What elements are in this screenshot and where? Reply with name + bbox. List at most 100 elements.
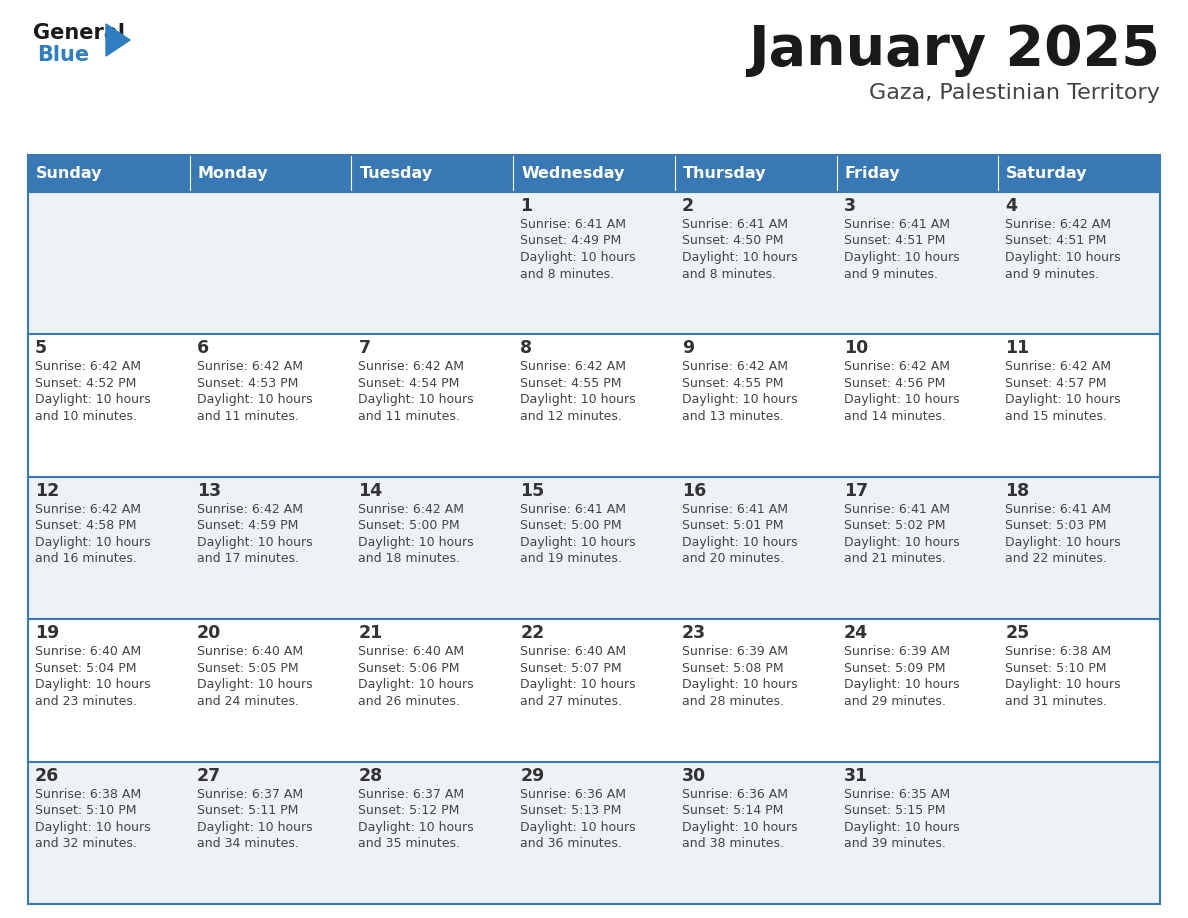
Text: 24: 24 [843, 624, 867, 643]
Text: Sunrise: 6:41 AM: Sunrise: 6:41 AM [1005, 503, 1111, 516]
Bar [29, 334, 1159, 476]
Text: Blue: Blue [37, 45, 89, 65]
Text: and 36 minutes.: and 36 minutes. [520, 837, 623, 850]
Text: Sunset: 5:06 PM: Sunset: 5:06 PM [359, 662, 460, 675]
Text: Sunrise: 6:42 AM: Sunrise: 6:42 AM [197, 503, 303, 516]
Text: 4: 4 [1005, 197, 1017, 215]
Text: Tuesday: Tuesday [360, 166, 432, 181]
Text: 3: 3 [843, 197, 855, 215]
Text: Sunset: 5:05 PM: Sunset: 5:05 PM [197, 662, 298, 675]
Text: Sunset: 5:10 PM: Sunset: 5:10 PM [34, 804, 137, 817]
Text: Sunrise: 6:42 AM: Sunrise: 6:42 AM [1005, 218, 1111, 231]
Text: Sunset: 4:52 PM: Sunset: 4:52 PM [34, 377, 137, 390]
Text: and 32 minutes.: and 32 minutes. [34, 837, 137, 850]
Text: Daylight: 10 hours: Daylight: 10 hours [197, 536, 312, 549]
Text: and 9 minutes.: and 9 minutes. [843, 267, 937, 281]
Text: and 31 minutes.: and 31 minutes. [1005, 695, 1107, 708]
Text: and 39 minutes.: and 39 minutes. [843, 837, 946, 850]
Text: and 29 minutes.: and 29 minutes. [843, 695, 946, 708]
Text: Daylight: 10 hours: Daylight: 10 hours [359, 394, 474, 407]
Text: and 10 minutes.: and 10 minutes. [34, 410, 137, 423]
Text: Sunrise: 6:41 AM: Sunrise: 6:41 AM [843, 218, 949, 231]
Text: Sunrise: 6:40 AM: Sunrise: 6:40 AM [520, 645, 626, 658]
Text: 6: 6 [197, 340, 209, 357]
Text: 10: 10 [843, 340, 867, 357]
Text: Sunset: 4:49 PM: Sunset: 4:49 PM [520, 234, 621, 248]
Text: Sunrise: 6:38 AM: Sunrise: 6:38 AM [34, 788, 141, 800]
Text: Daylight: 10 hours: Daylight: 10 hours [682, 394, 797, 407]
Text: Sunset: 5:02 PM: Sunset: 5:02 PM [843, 520, 946, 532]
Text: Monday: Monday [197, 166, 268, 181]
Text: Daylight: 10 hours: Daylight: 10 hours [1005, 536, 1121, 549]
Text: Sunset: 4:58 PM: Sunset: 4:58 PM [34, 520, 137, 532]
Text: Daylight: 10 hours: Daylight: 10 hours [34, 821, 151, 834]
Text: Sunset: 4:54 PM: Sunset: 4:54 PM [359, 377, 460, 390]
Text: 31: 31 [843, 767, 867, 785]
Text: 21: 21 [359, 624, 383, 643]
Bar [836, 155, 998, 192]
Text: Sunrise: 6:42 AM: Sunrise: 6:42 AM [34, 361, 141, 374]
Text: 15: 15 [520, 482, 544, 499]
Text: Sunset: 5:10 PM: Sunset: 5:10 PM [1005, 662, 1107, 675]
Text: Sunset: 4:59 PM: Sunset: 4:59 PM [197, 520, 298, 532]
Text: 9: 9 [682, 340, 694, 357]
Text: Sunset: 5:00 PM: Sunset: 5:00 PM [520, 520, 621, 532]
Text: 7: 7 [359, 340, 371, 357]
Text: Friday: Friday [845, 166, 901, 181]
Text: Daylight: 10 hours: Daylight: 10 hours [197, 394, 312, 407]
Bar [675, 155, 836, 192]
Text: Daylight: 10 hours: Daylight: 10 hours [682, 536, 797, 549]
Text: General: General [33, 23, 125, 43]
Text: and 38 minutes.: and 38 minutes. [682, 837, 784, 850]
Text: Thursday: Thursday [683, 166, 766, 181]
Text: 12: 12 [34, 482, 59, 499]
Text: 1: 1 [520, 197, 532, 215]
Text: and 12 minutes.: and 12 minutes. [520, 410, 623, 423]
Text: 28: 28 [359, 767, 383, 785]
Text: and 11 minutes.: and 11 minutes. [359, 410, 460, 423]
Text: Sunset: 5:08 PM: Sunset: 5:08 PM [682, 662, 783, 675]
Text: and 20 minutes.: and 20 minutes. [682, 553, 784, 565]
Text: and 35 minutes.: and 35 minutes. [359, 837, 461, 850]
Text: Sunrise: 6:36 AM: Sunrise: 6:36 AM [520, 788, 626, 800]
Text: Sunrise: 6:42 AM: Sunrise: 6:42 AM [520, 361, 626, 374]
Bar [352, 155, 513, 192]
Text: Sunrise: 6:38 AM: Sunrise: 6:38 AM [1005, 645, 1112, 658]
Text: and 8 minutes.: and 8 minutes. [520, 267, 614, 281]
Text: Sunrise: 6:41 AM: Sunrise: 6:41 AM [682, 218, 788, 231]
Text: 5: 5 [34, 340, 48, 357]
Text: Sunset: 5:01 PM: Sunset: 5:01 PM [682, 520, 783, 532]
Text: Daylight: 10 hours: Daylight: 10 hours [1005, 394, 1121, 407]
Text: Daylight: 10 hours: Daylight: 10 hours [520, 251, 636, 264]
Text: Daylight: 10 hours: Daylight: 10 hours [1005, 251, 1121, 264]
Text: 27: 27 [197, 767, 221, 785]
Text: 2: 2 [682, 197, 694, 215]
Polygon shape [106, 24, 129, 56]
Text: 8: 8 [520, 340, 532, 357]
Text: Daylight: 10 hours: Daylight: 10 hours [34, 394, 151, 407]
Text: Sunset: 4:50 PM: Sunset: 4:50 PM [682, 234, 783, 248]
Text: 26: 26 [34, 767, 59, 785]
Text: and 11 minutes.: and 11 minutes. [197, 410, 298, 423]
Text: Sunset: 5:15 PM: Sunset: 5:15 PM [843, 804, 946, 817]
Text: and 8 minutes.: and 8 minutes. [682, 267, 776, 281]
Text: Sunrise: 6:37 AM: Sunrise: 6:37 AM [197, 788, 303, 800]
Text: Sunrise: 6:36 AM: Sunrise: 6:36 AM [682, 788, 788, 800]
Text: Daylight: 10 hours: Daylight: 10 hours [843, 536, 959, 549]
Text: 14: 14 [359, 482, 383, 499]
Text: Sunrise: 6:39 AM: Sunrise: 6:39 AM [843, 645, 949, 658]
Text: 30: 30 [682, 767, 706, 785]
Text: Wednesday: Wednesday [522, 166, 625, 181]
Text: and 13 minutes.: and 13 minutes. [682, 410, 784, 423]
Text: Sunset: 4:57 PM: Sunset: 4:57 PM [1005, 377, 1107, 390]
Text: Sunset: 5:13 PM: Sunset: 5:13 PM [520, 804, 621, 817]
Text: Sunrise: 6:42 AM: Sunrise: 6:42 AM [359, 361, 465, 374]
Text: and 23 minutes.: and 23 minutes. [34, 695, 137, 708]
Text: and 14 minutes.: and 14 minutes. [843, 410, 946, 423]
Text: Sunrise: 6:37 AM: Sunrise: 6:37 AM [359, 788, 465, 800]
Text: 19: 19 [34, 624, 59, 643]
Text: Sunrise: 6:42 AM: Sunrise: 6:42 AM [682, 361, 788, 374]
Text: and 16 minutes.: and 16 minutes. [34, 553, 137, 565]
Text: Daylight: 10 hours: Daylight: 10 hours [682, 678, 797, 691]
Text: January 2025: January 2025 [748, 23, 1159, 77]
